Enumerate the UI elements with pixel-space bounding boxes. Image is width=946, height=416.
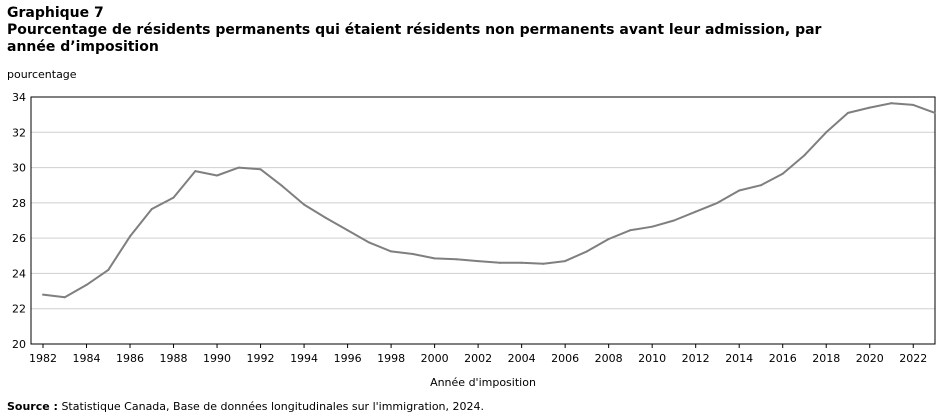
y-tick-label: 30 bbox=[12, 162, 26, 175]
x-tick-label: 2000 bbox=[421, 352, 449, 365]
data-point-1995 bbox=[324, 216, 327, 219]
gridlines bbox=[31, 131, 935, 310]
data-point-1993 bbox=[281, 185, 284, 188]
data-point-2013 bbox=[716, 201, 719, 204]
data-point-2000 bbox=[433, 257, 436, 260]
x-tick-label: 1992 bbox=[247, 352, 275, 365]
source-text: Statistique Canada, Base de données long… bbox=[61, 400, 485, 413]
series-line-0 bbox=[42, 102, 936, 299]
x-tick-label: 1996 bbox=[334, 352, 362, 365]
chart-title: Pourcentage de résidents permanents qui … bbox=[7, 22, 822, 55]
data-point-2022 bbox=[912, 103, 915, 106]
x-tick-label: 1998 bbox=[377, 352, 405, 365]
data-point-1989 bbox=[194, 170, 197, 173]
data-point-2009 bbox=[629, 229, 632, 232]
series-layer bbox=[42, 102, 936, 299]
data-point-1990 bbox=[216, 174, 219, 177]
y-tick-label: 22 bbox=[12, 303, 26, 316]
data-point-2015 bbox=[759, 184, 762, 187]
plot-frame bbox=[30, 96, 936, 345]
x-tick-label: 2022 bbox=[899, 352, 927, 365]
data-point-2012 bbox=[694, 210, 697, 213]
x-tick-label: 1982 bbox=[29, 352, 57, 365]
data-point-2002 bbox=[477, 260, 480, 263]
data-point-1997 bbox=[368, 241, 371, 244]
x-tick-label: 2012 bbox=[682, 352, 710, 365]
data-point-2018 bbox=[825, 131, 828, 134]
data-point-2014 bbox=[738, 189, 741, 192]
data-point-2001 bbox=[455, 258, 458, 261]
x-tick-label: 2004 bbox=[508, 352, 536, 365]
y-tick-label: 34 bbox=[12, 91, 26, 104]
y-axis: 20 22 24 26 28 30 32 34 bbox=[12, 91, 26, 351]
x-tick-label: 1986 bbox=[116, 352, 144, 365]
data-point-2003 bbox=[498, 261, 501, 264]
x-tick-label: 1990 bbox=[203, 352, 231, 365]
source-note: Source : Statistique Canada, Base de don… bbox=[7, 400, 484, 413]
data-point-1987 bbox=[150, 208, 153, 211]
x-tick-label: 2008 bbox=[595, 352, 623, 365]
y-tick-label: 24 bbox=[12, 267, 26, 280]
y-tick-label: 28 bbox=[12, 197, 26, 210]
data-point-2016 bbox=[781, 172, 784, 175]
data-point-1999 bbox=[411, 253, 414, 256]
x-tick-label: 2014 bbox=[725, 352, 753, 365]
x-tick-label: 2006 bbox=[551, 352, 579, 365]
data-point-1991 bbox=[237, 166, 240, 169]
data-point-1994 bbox=[303, 203, 306, 206]
x-tick-label: 1988 bbox=[160, 352, 188, 365]
y-tick-label: 26 bbox=[12, 232, 26, 245]
x-tick-label: 2010 bbox=[638, 352, 666, 365]
x-tick-label: 2018 bbox=[812, 352, 840, 365]
data-point-2023 bbox=[934, 111, 936, 114]
x-tick-label: 1984 bbox=[73, 352, 101, 365]
data-point-2020 bbox=[868, 106, 871, 109]
data-point-2019 bbox=[846, 111, 849, 114]
data-point-2010 bbox=[651, 225, 654, 228]
data-point-1982 bbox=[42, 293, 44, 296]
source-label: Source : bbox=[7, 400, 58, 413]
y-tick-label: 20 bbox=[12, 338, 26, 351]
data-point-1988 bbox=[172, 196, 175, 199]
data-point-2008 bbox=[607, 238, 610, 241]
x-axis-title: Année d'imposition bbox=[430, 376, 536, 389]
data-point-2021 bbox=[890, 102, 893, 105]
data-point-2017 bbox=[803, 154, 806, 157]
x-tick-label: 2020 bbox=[856, 352, 884, 365]
title-block: Graphique 7 Pourcentage de résidents per… bbox=[7, 5, 847, 56]
x-axis: 1982 1984 1986 1988 1990 1992 1994 1996 1998 2000… bbox=[29, 344, 927, 365]
data-point-1992 bbox=[259, 168, 262, 171]
data-point-1986 bbox=[129, 235, 132, 238]
data-point-1983 bbox=[63, 296, 66, 299]
y-tick-label: 32 bbox=[12, 126, 26, 139]
data-point-2005 bbox=[542, 262, 545, 265]
data-point-2011 bbox=[672, 219, 675, 222]
chart-number: Graphique 7 bbox=[7, 5, 104, 21]
x-tick-label: 2002 bbox=[464, 352, 492, 365]
data-point-1984 bbox=[85, 283, 88, 286]
x-tick-label: 1994 bbox=[290, 352, 318, 365]
data-point-2004 bbox=[520, 261, 523, 264]
data-point-1998 bbox=[390, 250, 393, 253]
x-tick-label: 2016 bbox=[769, 352, 797, 365]
data-point-2007 bbox=[585, 250, 588, 253]
data-point-1985 bbox=[107, 268, 110, 271]
data-point-2006 bbox=[564, 260, 567, 263]
y-axis-unit-label: pourcentage bbox=[7, 68, 77, 81]
data-point-1996 bbox=[346, 229, 349, 232]
